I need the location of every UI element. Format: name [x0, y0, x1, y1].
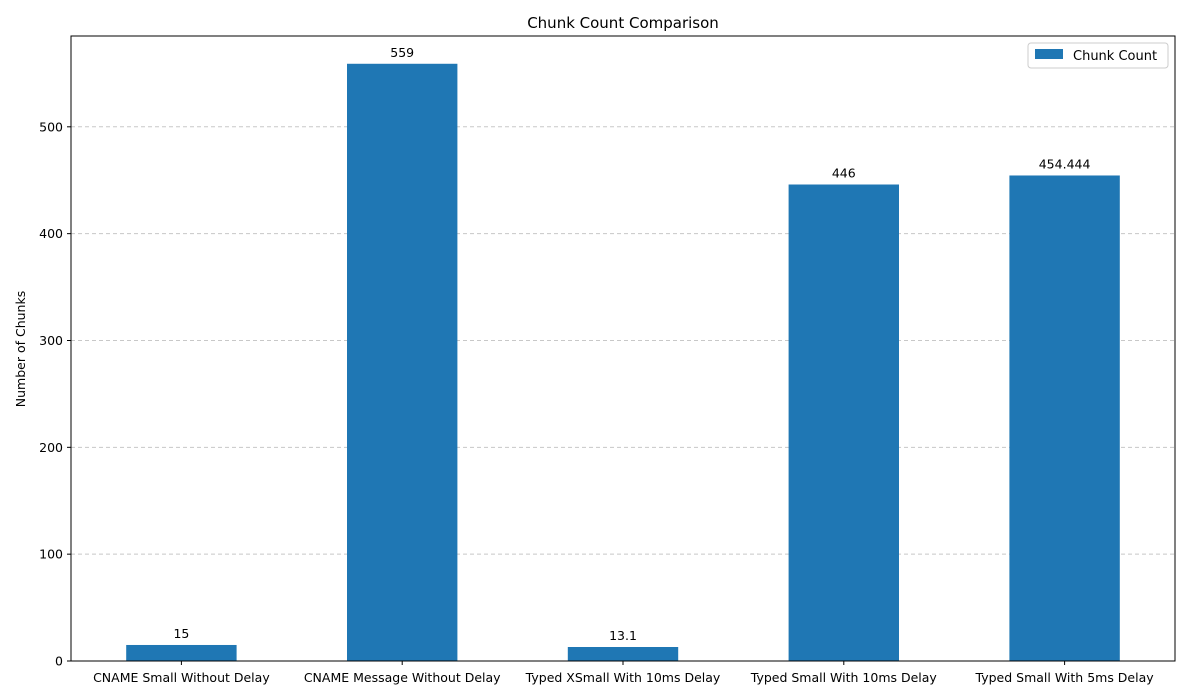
data-label-3: 446 [832, 166, 856, 181]
y-tick-label-1: 100 [39, 547, 63, 562]
y-tick-label-0: 0 [55, 654, 63, 669]
y-axis-label: Number of Chunks [13, 291, 28, 407]
y-tick-label-5: 500 [39, 119, 63, 134]
y-tick-label-3: 300 [39, 333, 63, 348]
data-label-0: 15 [173, 626, 189, 641]
data-label-1: 559 [390, 45, 414, 60]
bar-0 [126, 644, 237, 661]
x-tick-label-1: CNAME Message Without Delay [304, 670, 501, 685]
x-axis: CNAME Small Without Delay CNAME Message W… [93, 661, 1154, 685]
y-axis: 0 100 200 300 400 500 [39, 119, 71, 669]
bar-3 [788, 184, 899, 661]
legend-label: Chunk Count [1073, 49, 1157, 64]
x-tick-label-2: Typed XSmall With 10ms Delay [525, 670, 721, 685]
legend: Chunk Count [1027, 42, 1169, 69]
bar-4 [1009, 175, 1120, 661]
x-tick-label-0: CNAME Small Without Delay [93, 670, 270, 685]
x-tick-label-3: Typed Small With 10ms Delay [750, 670, 938, 685]
legend-swatch [1035, 49, 1063, 59]
x-tick-label-4: Typed Small With 5ms Delay [975, 670, 1155, 685]
y-tick-label-2: 200 [39, 440, 63, 455]
bar-1 [347, 63, 458, 662]
gridlines [71, 126, 1175, 555]
data-label-2: 13.1 [609, 628, 637, 643]
chart-title: Chunk Count Comparison [527, 14, 719, 32]
y-tick-label-4: 400 [39, 226, 63, 241]
data-labels: 15 559 13.1 446 454.444 [173, 45, 1090, 643]
bar-2 [567, 647, 679, 661]
bars [126, 63, 1120, 662]
data-label-4: 454.444 [1039, 156, 1091, 171]
